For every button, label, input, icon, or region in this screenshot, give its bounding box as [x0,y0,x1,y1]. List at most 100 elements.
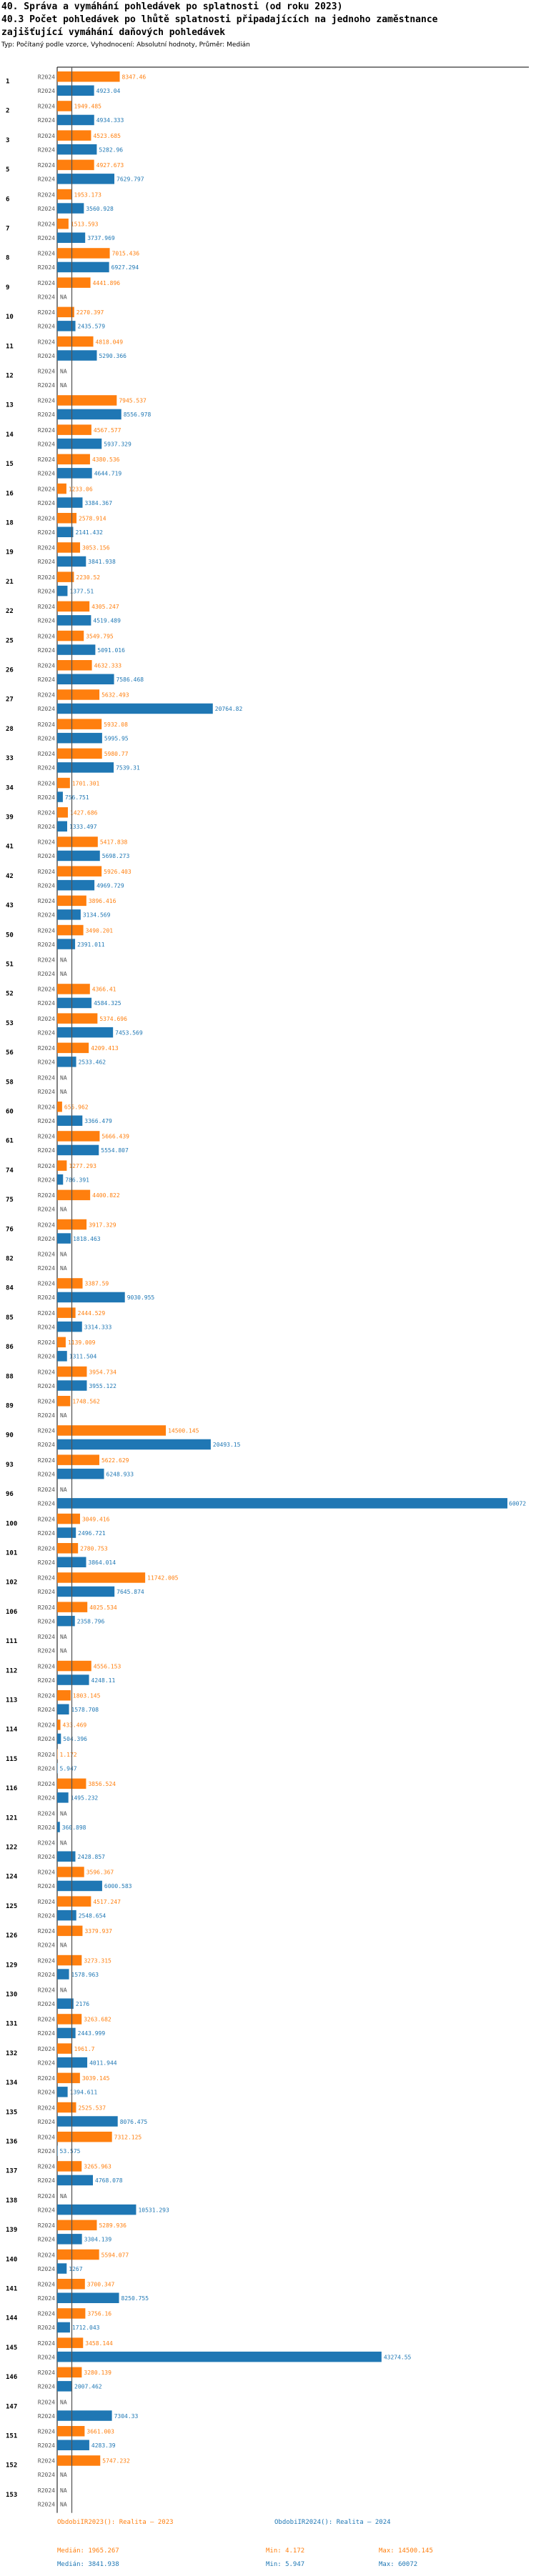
bar-2024 [57,1351,67,1362]
data-label-2024: 2007.462 [74,2384,102,2390]
bar-2023 [57,2220,97,2231]
data-label-2024: 756.751 [65,794,89,801]
data-label-2023: 1961.7 [74,2046,95,2052]
bar-2024 [57,1851,76,1862]
data-label-2023: 7015.436 [112,251,140,257]
row-label-2023: R2024 [38,309,55,316]
data-label-2024: 504.396 [63,1736,87,1742]
category-label: 52 [6,991,14,998]
bar-2023 [57,219,69,229]
bar-2024 [57,1057,76,1067]
row-label-2023: R2024 [38,427,55,434]
data-label-2024: 6927.294 [111,264,139,271]
max-2023-label: Max: 14500.145 [379,2547,433,2555]
bar-2024 [57,2234,82,2245]
row-label-2024: R2024 [38,1118,55,1124]
bar-2023 [57,2249,99,2260]
category-label: 60 [6,1109,14,1116]
bar-2023 [57,1425,167,1436]
category-label: 84 [6,1285,14,1292]
min-2023-label: Min: 4.172 [266,2547,305,2555]
row-label-2023: R2024 [38,957,55,964]
bar-2023 [57,807,68,818]
row-label-2023: R2024 [38,339,55,345]
data-label-2024: 5698.273 [102,853,130,859]
data-label-2024: 1818.463 [73,1236,101,1242]
row-label-2023: R2024 [38,1928,55,1935]
row-label-2024: R2024 [38,1912,55,1919]
row-label-2024: R2024 [38,1294,55,1301]
chart-title: 40.3 Počet pohledávek po lhůtě splatnost… [1,14,438,25]
bar-2024 [57,997,92,1009]
row-label-2024: R2024 [38,2354,55,2360]
row-label-2023: R2024 [38,574,55,581]
category-label: 122 [6,1844,17,1852]
row-label-2023: R2024 [38,1869,55,1876]
bar-2023 [57,1719,61,1730]
bar-2024 [57,2263,67,2274]
category-label: 18 [6,520,14,527]
category-label: 121 [6,1814,17,1822]
bar-2024 [57,2440,89,2450]
category-label: 9 [6,284,9,291]
data-label-2024: 4283.39 [91,2442,116,2449]
data-label-2023: 3917.329 [89,1222,116,1228]
data-label-2023: 3661.003 [86,2429,114,2435]
category-label: 124 [6,1874,18,1881]
bar-2023 [57,2426,85,2437]
row-label-2023: R2024 [38,1781,55,1787]
row-label-2024: R2024 [38,2177,55,2184]
row-label-2023: R2024 [38,1604,55,1611]
row-label-2023: R2024 [38,839,55,846]
data-label-2023: 4209.413 [91,1045,119,1052]
bar-2023 [57,306,74,318]
data-label-2023: 3856.524 [88,1781,116,1787]
category-label: 126 [6,1932,17,1940]
data-label-2023: 433.469 [63,1722,87,1729]
data-label-2023: 14500.145 [168,1428,199,1434]
median-2024-label: Medián: 3841.938 [57,2561,119,2568]
bar-2024 [57,1733,61,1744]
bar-2024 [57,2116,118,2127]
bar-2023 [57,2279,85,2290]
category-label: 132 [6,2050,17,2057]
na-label-2023: NA [60,369,67,375]
row-label-2024: R2024 [38,235,55,241]
row-label-2024: R2024 [38,117,55,124]
data-label-2024: 5.947 [60,1765,77,1772]
bar-2023 [57,689,100,700]
category-label: 93 [6,1462,14,1469]
row-label-2023: R2024 [38,2487,55,2494]
row-label-2024: R2024 [38,765,55,772]
bar-2024 [57,321,76,331]
bar-2024 [57,1674,89,1685]
data-label-2024: 43274.55 [384,2354,412,2360]
bar-2023 [57,542,81,553]
row-label-2024: R2024 [38,1207,55,1213]
row-label-2024: R2024 [38,1412,55,1419]
bar-2023 [57,277,91,288]
row-label-2023: R2024 [38,1163,55,1169]
data-label-2023: 5622.629 [101,1457,129,1464]
row-label-2023: R2024 [38,1045,55,1052]
row-label-2024: R2024 [38,471,55,477]
na-label-2023: NA [60,1840,67,1847]
category-label: 7 [6,226,9,233]
bar-2023 [57,837,98,847]
data-label-2023: 4366.41 [92,987,116,993]
data-label-2023: 2780.753 [80,1546,108,1552]
row-label-2023: R2024 [38,456,55,463]
data-label-2024: 1394.611 [70,2090,98,2096]
row-label-2024: R2024 [38,1795,55,1802]
bar-2024 [57,1439,211,1450]
category-label: 33 [6,755,14,762]
category-label: 53 [6,1020,14,1027]
bar-2023 [57,336,94,347]
bar-2023 [57,1307,76,1318]
row-label-2024: R2024 [38,2384,55,2390]
row-label-2024: R2024 [38,1000,55,1007]
row-label-2023: R2024 [38,1516,55,1522]
row-label-2024: R2024 [38,206,55,212]
data-label-2024: 5091.016 [97,647,125,654]
category-label: 106 [6,1609,17,1616]
